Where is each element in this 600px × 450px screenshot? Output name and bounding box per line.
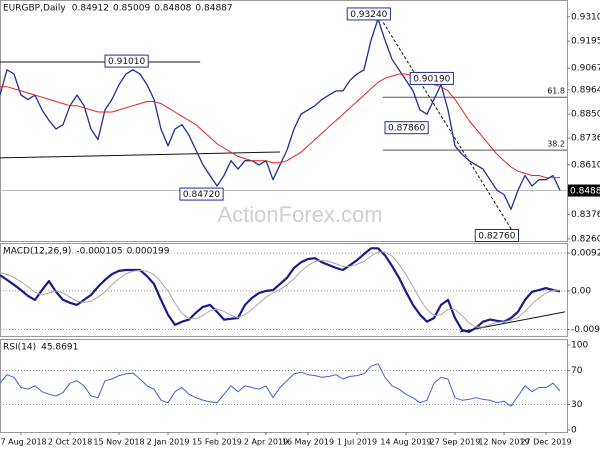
ohlc-value: 0.84808 xyxy=(154,4,191,14)
indicator-title: MACD(12,26,9) xyxy=(3,247,71,257)
ohlc-value: 0.85009 xyxy=(113,4,150,14)
x-tick-label: 15 Nov 2018 xyxy=(93,438,144,447)
y-tick-label: 0 xyxy=(571,425,577,435)
chart-title: EURGBP,Daily xyxy=(3,4,66,14)
series-line xyxy=(0,73,560,179)
indicator-value: -0.000105 xyxy=(76,247,122,257)
annotation-label: 0.93240 xyxy=(350,10,387,20)
y-tick-label: 0.88505 xyxy=(571,110,600,120)
annotation-box xyxy=(409,71,454,85)
y-tick-label: 0.00 xyxy=(571,286,591,296)
y-tick-label: 0.89645 xyxy=(571,85,600,95)
series-line xyxy=(0,251,561,328)
annotation-label: 0.82760 xyxy=(478,232,515,242)
y-tick-label: -0.009413 xyxy=(571,325,600,335)
annotation-box xyxy=(104,54,149,68)
trendline xyxy=(459,311,565,333)
indicator-value: 45.8691 xyxy=(41,343,78,353)
panel-frame xyxy=(0,243,568,337)
y-tick-label: 0.82605 xyxy=(571,234,600,244)
y-tick-label: 0.90675 xyxy=(571,64,600,74)
series-line xyxy=(0,18,561,210)
annotation-label: 0.90190 xyxy=(413,74,450,84)
current-price-tag xyxy=(568,184,600,197)
x-tick-label: 2 Jan 2019 xyxy=(147,438,190,447)
ohlc-value: 0.84912 xyxy=(72,4,109,14)
indicator-value: 0.000199 xyxy=(127,247,170,257)
y-tick-label: 0.93105 xyxy=(571,12,600,22)
fib-label: 61.8 xyxy=(547,87,565,96)
current-price-label: 0.84887 xyxy=(570,187,600,197)
annotation-label: 0.84720 xyxy=(183,190,220,200)
y-tick-label: 100 xyxy=(571,340,588,350)
trendline xyxy=(0,151,281,159)
x-tick-label: 1 Jul 2019 xyxy=(337,438,377,447)
x-tick-label: 27 Dec 2019 xyxy=(520,438,571,447)
y-tick-label: 0.009237 xyxy=(571,249,600,259)
trendline xyxy=(377,13,516,236)
series-line xyxy=(0,247,561,333)
watermark: ActionForex.com xyxy=(217,202,382,227)
y-tick-label: 70 xyxy=(571,366,583,376)
indicator-title: RSI(14) xyxy=(3,343,36,353)
y-tick-label: 30 xyxy=(571,400,583,410)
y-tick-label: 0.91955 xyxy=(571,37,600,47)
annotation-box xyxy=(474,229,520,243)
panel-frame xyxy=(0,339,568,433)
x-tick-label: 2 Oct 2018 xyxy=(48,438,92,447)
x-tick-label: 27 Sep 2019 xyxy=(430,438,481,447)
x-tick-label: 16 May 2019 xyxy=(282,438,334,447)
annotation-box xyxy=(384,121,429,135)
x-tick-label: 12 Nov 2019 xyxy=(478,438,529,447)
fib-label: 38.2 xyxy=(547,140,565,149)
y-tick-label: 0.87365 xyxy=(571,134,600,144)
x-tick-label: 17 Aug 2018 xyxy=(0,438,47,447)
annotation-label: 0.91010 xyxy=(108,57,145,67)
series-line xyxy=(0,363,561,407)
y-tick-label: 0.83765 xyxy=(571,210,600,220)
panel-frame xyxy=(0,0,568,242)
annotation-box xyxy=(346,7,391,21)
ohlc-value: 0.84887 xyxy=(195,4,232,14)
annotation-label: 0.87860 xyxy=(388,124,425,134)
x-tick-label: 14 Aug 2019 xyxy=(380,438,431,447)
x-tick-label: 2 Apr 2019 xyxy=(244,438,288,447)
x-tick-label: 15 Feb 2019 xyxy=(192,438,242,447)
y-tick-label: 0.86105 xyxy=(571,160,600,170)
annotation-box xyxy=(179,187,224,201)
